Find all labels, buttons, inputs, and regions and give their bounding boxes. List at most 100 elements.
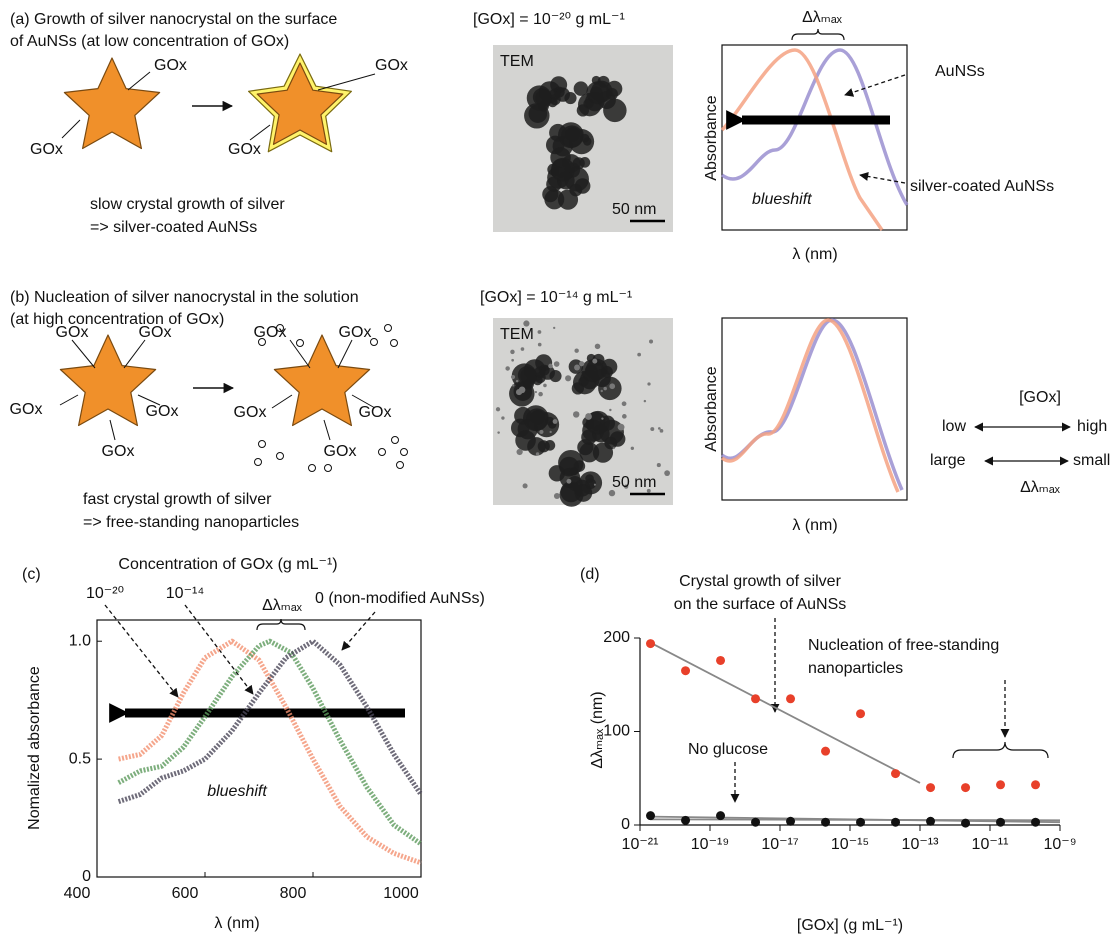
tem-dot	[630, 446, 635, 450]
x-tick-label: 10⁻¹³	[902, 836, 940, 853]
tem-dot	[612, 447, 615, 450]
tem-dot	[650, 427, 655, 432]
leader	[323, 419, 331, 441]
label: => silver-coated AuNSs	[90, 219, 257, 236]
tem-dot	[553, 492, 560, 500]
tem-particle	[532, 88, 551, 107]
label: slow crystal growth of silver	[90, 196, 285, 213]
tem-dot	[609, 408, 612, 412]
point	[786, 816, 796, 826]
tem-particle	[573, 81, 589, 96]
x-tick-label: 10⁻¹¹	[972, 836, 1009, 853]
point	[646, 639, 656, 649]
leader	[317, 73, 376, 91]
tem-particle	[591, 424, 610, 443]
point	[646, 811, 656, 821]
label: low	[942, 418, 966, 435]
leader	[127, 71, 151, 91]
tem-particle	[578, 92, 602, 117]
particle	[258, 338, 266, 346]
label: GOx	[324, 443, 357, 460]
particle	[370, 338, 378, 346]
annotation: on the surface of AuNSs	[674, 596, 847, 613]
tem-dot	[511, 384, 515, 387]
leader	[71, 339, 96, 369]
tem-dot	[659, 428, 664, 433]
x-tick-label: 400	[64, 885, 91, 902]
tem-particle	[540, 365, 555, 380]
tem-dot	[534, 390, 538, 394]
tem-particle	[597, 91, 616, 110]
tem-dot	[664, 470, 670, 477]
particle	[378, 448, 386, 456]
point	[821, 746, 831, 756]
series-line	[118, 638, 422, 866]
point	[716, 811, 726, 821]
series-label: No glucose	[688, 741, 768, 758]
particle	[324, 464, 332, 472]
tem-particle	[530, 410, 545, 425]
point	[891, 769, 901, 779]
label: (at high concentration of GOx)	[10, 311, 224, 328]
particle	[400, 448, 408, 456]
x-tick-label: 10⁻¹⁵	[831, 836, 869, 853]
tem-dot	[624, 484, 629, 489]
tem-dot	[548, 363, 553, 369]
label: GOx	[339, 324, 372, 341]
y-tick-label: 1.0	[69, 632, 91, 649]
y-tick-label: 0.5	[69, 750, 91, 767]
leader	[351, 394, 376, 409]
tem-dot	[609, 383, 616, 390]
particle	[384, 324, 392, 332]
tem-particle	[556, 171, 575, 190]
label: Δλₘₐₓ	[1020, 479, 1061, 496]
label: GOx	[228, 141, 261, 158]
tem-dot	[549, 430, 552, 434]
particle	[276, 452, 284, 460]
y-tick-label: 200	[603, 629, 630, 646]
point	[786, 694, 796, 704]
point	[996, 817, 1006, 827]
x-tick-label: 10⁻²¹	[622, 836, 659, 853]
tem-dot	[537, 342, 542, 347]
point	[856, 817, 866, 827]
annotation: blueshift	[207, 783, 267, 800]
tem-particle	[580, 133, 590, 143]
tem-dot	[579, 361, 585, 367]
annotation: nanoparticles	[808, 660, 903, 677]
particle	[254, 458, 262, 466]
tem-dot	[523, 320, 530, 327]
x-tick-label: 10⁻¹⁹	[691, 836, 729, 853]
leader	[271, 394, 293, 409]
tem-particle	[515, 430, 536, 451]
annotation: Δλₘₐₓ	[262, 597, 303, 614]
tem-dot	[505, 366, 510, 371]
label: TEM	[500, 53, 534, 70]
tem-dot	[565, 375, 572, 382]
tem-particle	[557, 189, 579, 210]
series-line	[117, 638, 424, 804]
point	[961, 783, 971, 793]
leader	[337, 339, 353, 369]
label: (b) Nucleation of silver nanocrystal in …	[10, 289, 359, 306]
point	[996, 780, 1006, 790]
tem-dot	[608, 489, 616, 497]
point	[751, 817, 761, 827]
label: λ (nm)	[792, 246, 837, 263]
tem-particle	[565, 127, 580, 142]
label: GOx	[139, 324, 172, 341]
y-axis-label: Nomalized absorbance	[26, 666, 43, 830]
tem-dot	[511, 358, 514, 362]
tem-particle	[609, 431, 626, 447]
label: GOx	[359, 404, 392, 421]
fit-line	[650, 641, 921, 784]
particle	[396, 461, 404, 469]
tem-dot	[592, 358, 598, 364]
label: GOx	[254, 324, 287, 341]
tem-dot	[572, 411, 580, 418]
label: high	[1077, 418, 1107, 435]
x-tick-label: 1000	[383, 885, 419, 902]
x-tick-label: 10⁻¹⁷	[761, 836, 799, 853]
tem-dot	[495, 407, 501, 412]
label: GOx	[375, 57, 408, 74]
